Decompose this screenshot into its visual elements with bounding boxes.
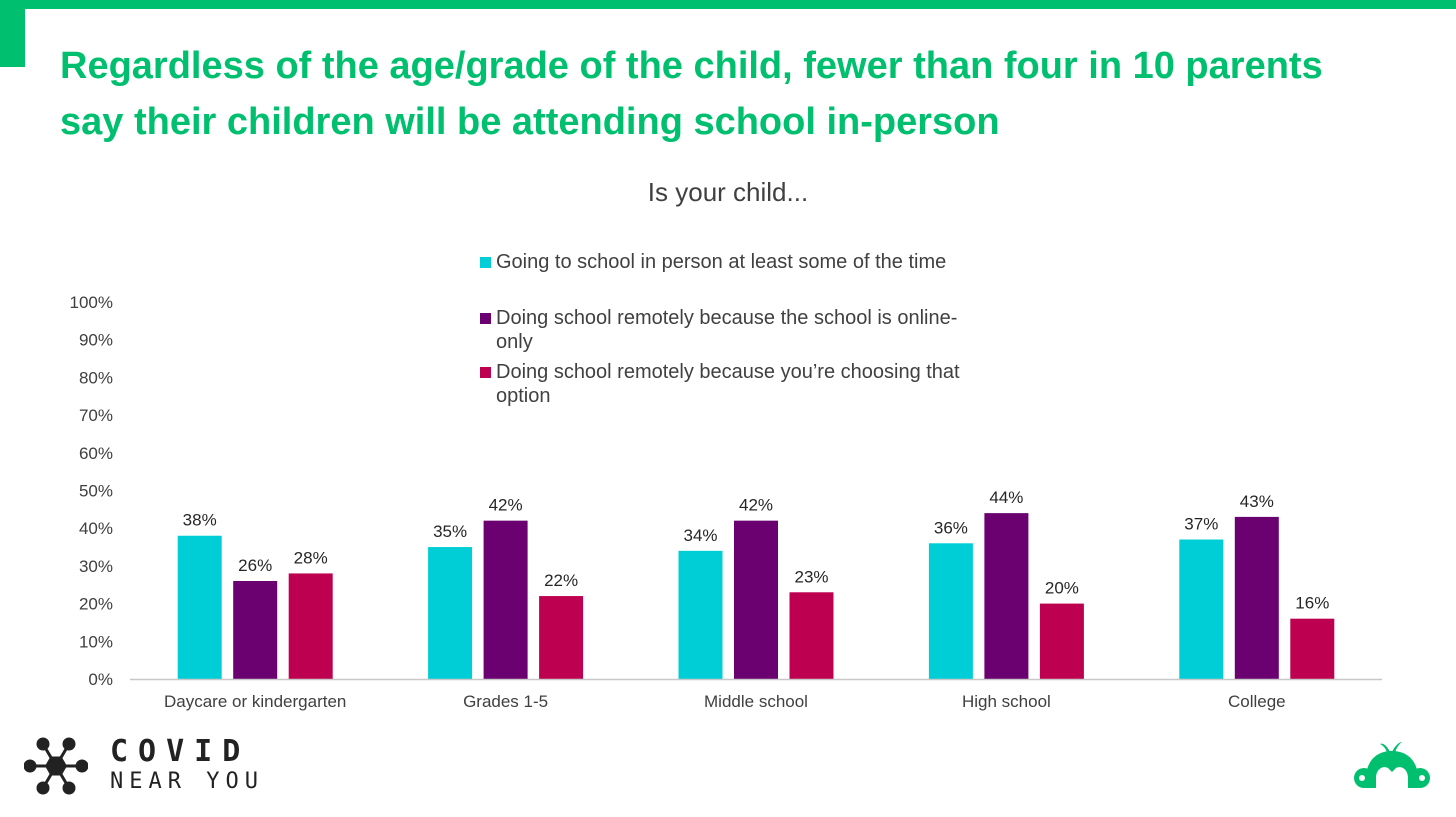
x-category-label: High school [962,692,1051,711]
bar [928,543,973,679]
bar-data-label: 16% [1295,594,1329,613]
bar-data-label: 38% [183,511,217,530]
bar [1039,603,1084,679]
bar [1290,618,1335,679]
bar [428,547,473,679]
bar-data-label: 20% [1045,579,1079,598]
bar [984,513,1029,679]
bar [1179,539,1224,679]
x-category-label: College [1228,692,1286,711]
y-tick-label: 50% [79,482,113,501]
bar [539,596,584,679]
legend-item-choosing-remote: Doing school remotely because you’re cho… [480,360,1000,408]
y-tick-label: 90% [79,331,113,350]
y-tick-label: 10% [79,632,113,651]
bar [734,520,778,679]
bar-data-label: 36% [934,518,968,537]
bar [789,592,834,679]
virus-icon [23,736,89,801]
bar-data-label: 34% [683,526,717,545]
bar-data-label: 37% [1184,515,1218,534]
legend-swatch-choosing-remote [480,367,491,378]
bar [233,580,278,679]
top-accent-bar [0,0,1456,9]
bar [177,535,222,679]
bar-data-label: 42% [739,496,773,515]
legend-swatch-in-person [480,257,491,268]
y-tick-label: 100% [70,293,113,312]
x-axis: Daycare or kindergarten Grades 1-5 Middle … [130,678,1382,711]
y-tick-label: 80% [79,368,113,387]
bar [678,550,723,679]
slide-headline: Regardless of the age/grade of the child… [60,45,1323,143]
monkey-logo-icon [1352,738,1432,803]
x-category-label: Middle school [704,692,808,711]
side-accent-tab [0,0,25,67]
y-tick-label: 30% [79,557,113,576]
bar [483,520,528,679]
bar-data-label: 42% [489,496,523,515]
logo-line-2: NEAR YOU [110,769,264,794]
y-axis: 0% 10% 20% 30% 40% 50% 60% 70% 80% 90% 100% [70,293,113,689]
y-tick-label: 0% [88,670,113,689]
y-tick-label: 60% [79,444,113,463]
bar [288,573,333,679]
x-category-label: Grades 1-5 [463,692,548,711]
bar-data-label: 43% [1240,492,1274,511]
covid-near-you-logo: COVID NEAR YOU [110,735,264,795]
bar-data-label: 35% [433,522,467,541]
bar-data-label: 23% [794,567,828,586]
bar-data-label: 26% [238,556,272,575]
bars: 38% 26% 28% 35% 42% 22% 34% 42% 23% 36% 44% 20% 37% 4… [177,488,1335,679]
y-tick-label: 70% [79,406,113,425]
bar [1234,516,1279,679]
legend-swatch-online-only [480,313,491,324]
legend-label: Doing school remotely because you’re cho… [496,361,960,407]
legend-item-online-only: Doing school remotely because the school… [480,306,1000,354]
legend-label: Going to school in person at least some … [496,251,947,273]
y-tick-label: 20% [79,595,113,614]
bar-data-label: 44% [989,488,1023,507]
y-tick-label: 40% [79,519,113,538]
logo-line-1: COVID [110,734,251,769]
legend-label: Doing school remotely because the school… [496,307,958,353]
x-category-label: Daycare or kindergarten [164,692,346,711]
bar-data-label: 22% [544,571,578,590]
chart-title: Is your child... [647,177,809,207]
legend-item-in-person: Going to school in person at least some … [480,250,1000,274]
bar-data-label: 28% [294,548,328,567]
